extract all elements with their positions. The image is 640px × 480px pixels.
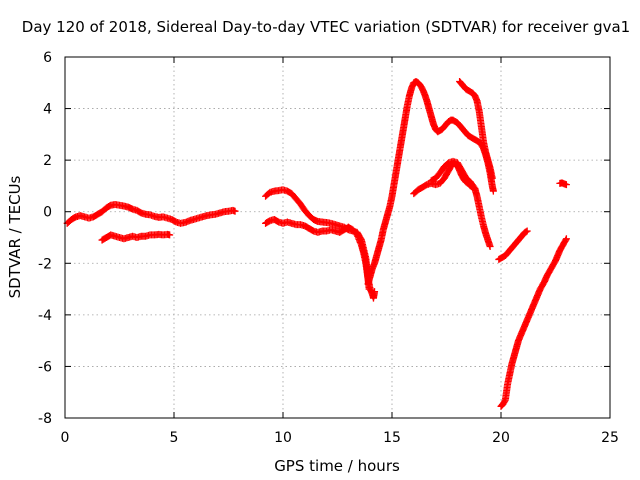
y-axis-label: SDTVAR / TECUs [6,175,24,298]
x-tick-label: 5 [170,430,179,446]
y-tick-label: 6 [43,50,52,66]
y-tick-label: -8 [38,411,52,427]
y-tick-labels: -8 -6 -4 -2 0 2 4 6 [38,50,52,427]
data-point [471,185,479,193]
data-point [489,187,497,195]
data-point [371,288,379,296]
y-tick-label: 2 [43,153,52,169]
y-tick-label: -2 [38,256,52,272]
data-point [562,236,570,244]
data-point [562,235,570,243]
y-tick-label: 0 [43,205,52,221]
data-points [63,77,570,410]
y-tick-label: 4 [43,102,52,118]
x-tick-label: 0 [61,430,70,446]
data-point [231,207,239,215]
y-tick-label: -6 [38,359,52,375]
gridlines [65,57,610,418]
data-point [166,231,174,239]
y-tick-label: -4 [38,308,52,324]
x-tick-label: 15 [383,430,401,446]
x-tick-label: 10 [274,430,292,446]
x-axis-label: GPS time / hours [274,457,400,475]
data-point [488,174,496,182]
x-tick-label: 20 [492,430,510,446]
x-tick-label: 25 [601,430,619,446]
data-point [562,181,570,189]
chart-title: Day 120 of 2018, Sidereal Day-to-day VTE… [22,18,630,36]
data-point [470,183,478,191]
data-point [486,243,494,251]
data-point [365,285,373,293]
x-tick-labels: 0 5 10 15 20 25 [61,430,619,446]
plot-frame [64,56,611,419]
axis-ticks [64,56,611,419]
data-point [523,227,531,235]
